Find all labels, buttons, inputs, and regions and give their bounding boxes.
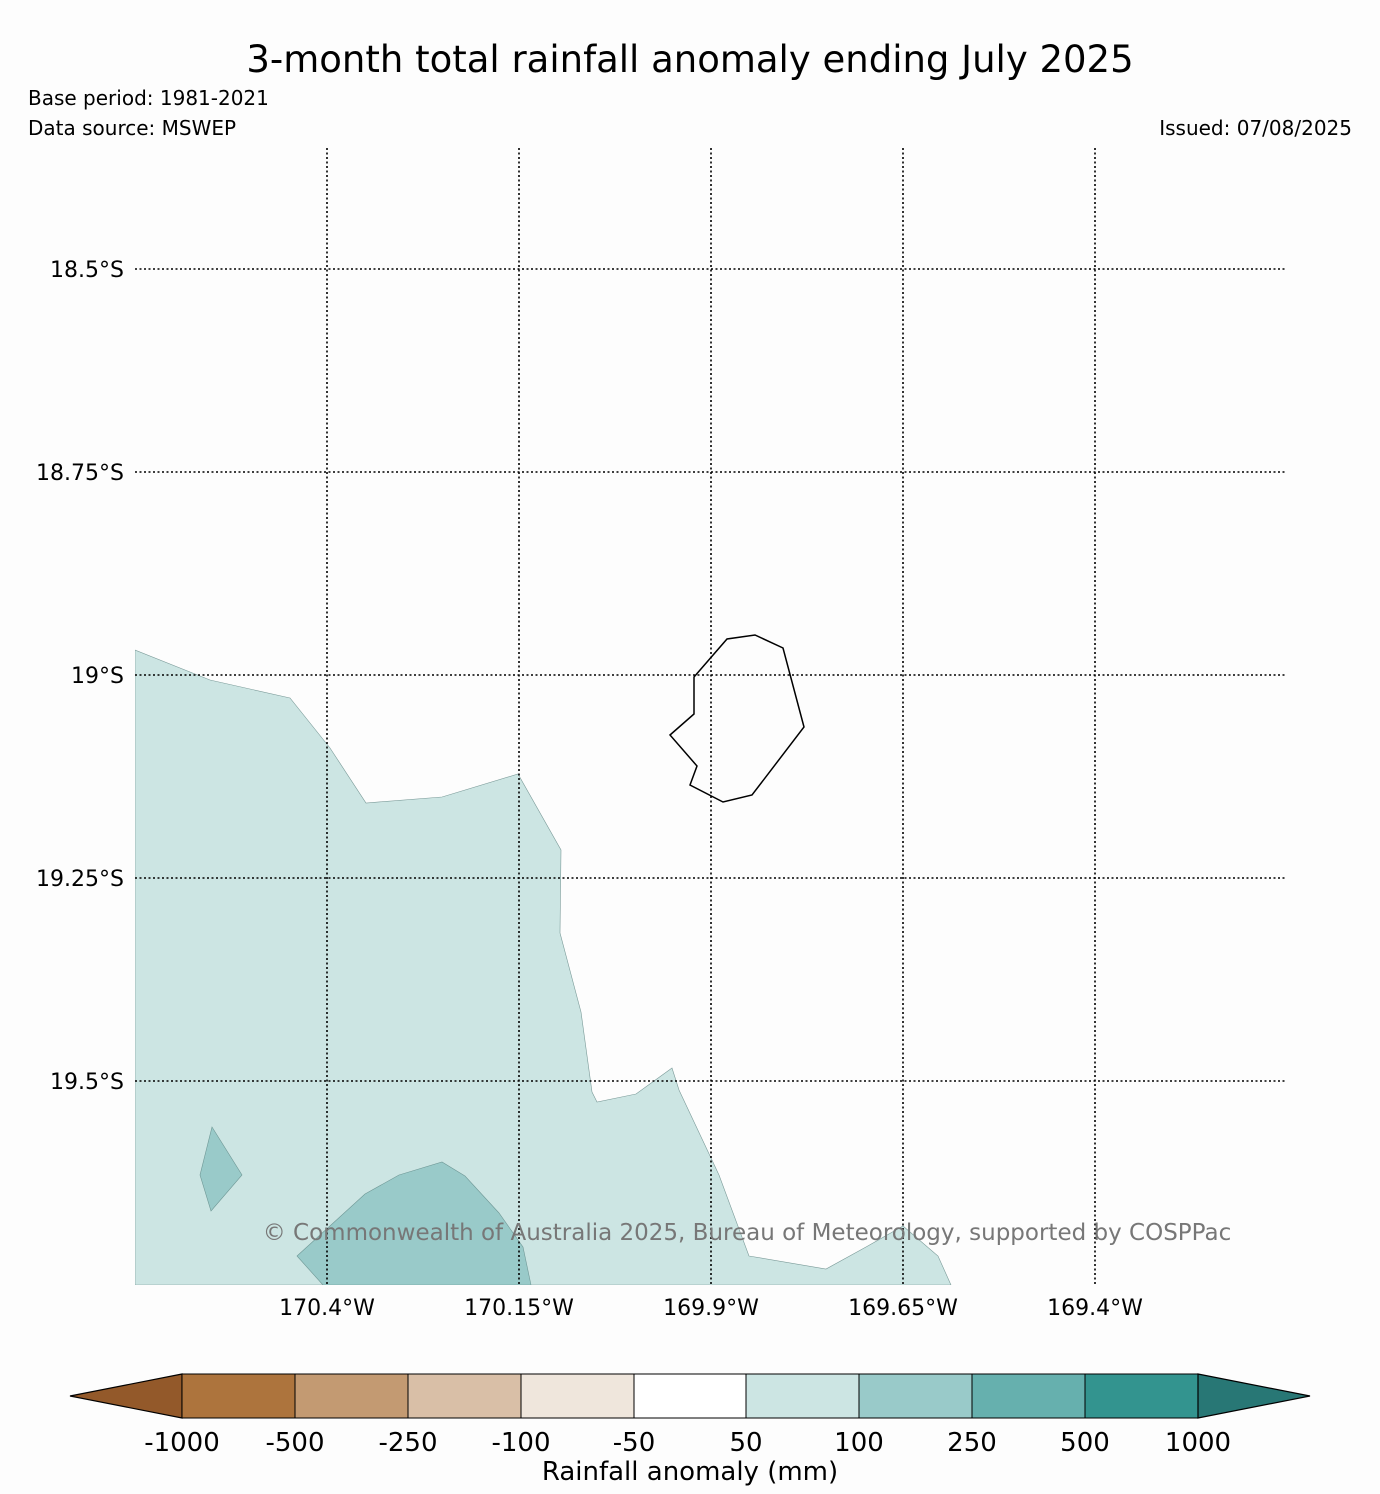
colorbar-tick: -1000 — [144, 1428, 220, 1458]
lon-label: 169.9°W — [663, 1296, 759, 1321]
map-panel — [135, 634, 952, 1285]
colorbar-swatch — [407, 1373, 522, 1419]
lon-label: 169.4°W — [1047, 1296, 1143, 1321]
lon-label: 169.65°W — [848, 1296, 958, 1321]
anomaly-region-100-250 — [296, 1161, 532, 1285]
colorbar-swatch — [858, 1373, 973, 1419]
colorbar-tick: -500 — [265, 1428, 324, 1458]
colorbar-tick: 100 — [834, 1428, 884, 1458]
colorbar-swatch — [520, 1373, 635, 1419]
colorbar-tick: 1000 — [1165, 1428, 1231, 1458]
colorbar-swatch — [633, 1373, 747, 1419]
anomaly-region-100-250 — [199, 1126, 243, 1212]
lon-label: 170.15°W — [464, 1296, 574, 1321]
lon-label: 170.4°W — [279, 1296, 375, 1321]
colorbar-swatch — [181, 1373, 296, 1419]
colorbar-tick: 500 — [1060, 1428, 1110, 1458]
lat-label: 18.75°S — [36, 461, 124, 486]
colorbar-swatch — [1084, 1373, 1199, 1419]
lat-label: 18.5°S — [50, 258, 124, 283]
data-source: Data source: MSWEP — [28, 116, 237, 140]
colorbar-swatch — [971, 1373, 1086, 1419]
colorbar-tick: 50 — [729, 1428, 762, 1458]
map-title: 3-month total rainfall anomaly ending Ju… — [246, 38, 1134, 81]
issued-date: Issued: 07/08/2025 — [1159, 116, 1352, 140]
colorbar-swatch — [294, 1373, 409, 1419]
colorbar-tick: -100 — [491, 1428, 550, 1458]
graticule — [135, 148, 1286, 1285]
colorbar-extend-high — [1197, 1373, 1311, 1419]
lat-label: 19.25°S — [36, 867, 124, 892]
colorbar — [69, 1373, 1311, 1419]
colorbar-extend-low — [69, 1373, 183, 1419]
colorbar-label: Rainfall anomaly (mm) — [542, 1457, 838, 1487]
lat-label: 19.5°S — [50, 1070, 124, 1095]
colorbar-swatch — [745, 1373, 860, 1419]
lat-label: 19°S — [71, 664, 124, 689]
anomaly-region-50-100 — [135, 649, 952, 1285]
colorbar-tick: -50 — [613, 1428, 655, 1458]
island-outline — [668, 634, 805, 803]
colorbar-tick: 250 — [947, 1428, 997, 1458]
base-period: Base period: 1981-2021 — [28, 86, 269, 110]
colorbar-tick: -250 — [378, 1428, 437, 1458]
copyright-notice: © Commonwealth of Australia 2025, Bureau… — [263, 1220, 1232, 1246]
